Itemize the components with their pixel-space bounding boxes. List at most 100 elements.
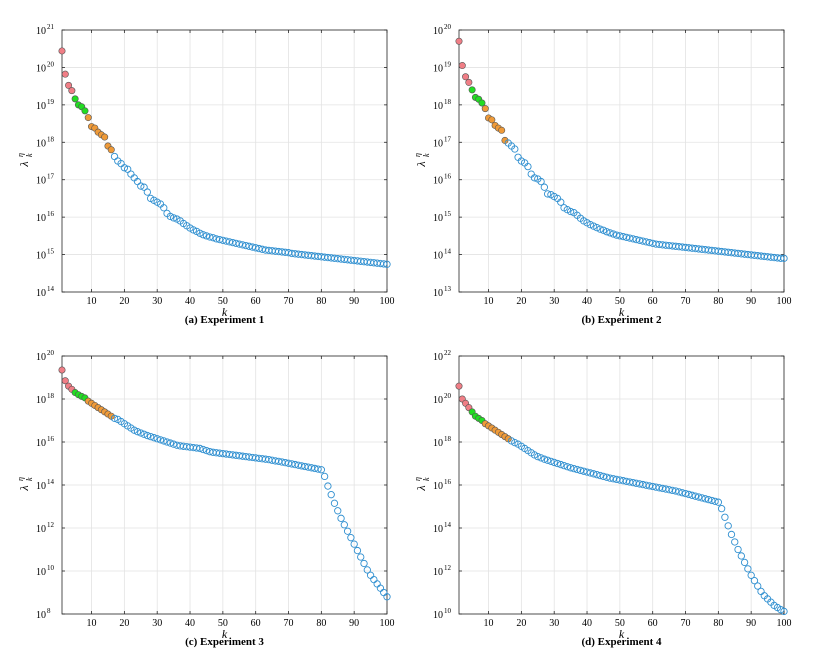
- data-point-blue: [547, 457, 555, 465]
- data-point-blue: [380, 260, 388, 268]
- panel-caption: (a) Experiment 1: [185, 314, 264, 326]
- y-tick-label: 10: [433, 288, 443, 299]
- x-tick-label: 40: [185, 296, 195, 307]
- data-series: [58, 47, 391, 268]
- data-point-blue: [599, 472, 608, 481]
- data-point-blue: [229, 238, 237, 247]
- data-point-blue: [530, 174, 539, 182]
- x-tick-label: 40: [582, 296, 592, 307]
- y-tick-label: 10: [36, 395, 46, 406]
- data-point-blue: [314, 465, 322, 473]
- data-point-blue: [166, 212, 174, 221]
- x-tick-label: 10: [484, 296, 494, 307]
- y-tick-label: 10: [36, 176, 46, 187]
- data-point-blue: [563, 463, 571, 471]
- data-point-blue: [343, 527, 352, 535]
- x-tick-label: 80: [316, 618, 326, 629]
- data-point-blue: [635, 236, 644, 244]
- y-tick-label: 10: [36, 288, 46, 299]
- data-point-blue: [363, 566, 371, 574]
- data-point-orange: [84, 114, 92, 122]
- data-point-blue: [543, 190, 552, 198]
- y-tick-label-exponent: 20: [47, 349, 55, 357]
- data-point-blue: [632, 235, 640, 244]
- data-point-blue: [130, 426, 138, 434]
- data-point-blue: [714, 498, 722, 506]
- y-tick-label: 10: [36, 438, 46, 449]
- data-point-blue: [222, 237, 230, 245]
- x-tick-label: 50: [218, 296, 228, 307]
- data-point-blue: [688, 491, 696, 499]
- y-tick-label: 10: [433, 213, 443, 224]
- y-tick-label-exponent: 8: [47, 607, 51, 615]
- x-tick-label: 100: [777, 296, 792, 307]
- data-point-blue: [583, 468, 591, 476]
- data-point-blue: [560, 461, 568, 470]
- y-axis-label: λη k: [413, 477, 431, 492]
- y-tick-label: 10: [36, 610, 46, 621]
- axes-box: [458, 29, 785, 293]
- y-tick-label-exponent: 13: [444, 285, 452, 293]
- y-axis-label-superscript: η: [413, 477, 422, 481]
- x-axis-label: k: [222, 627, 228, 641]
- data-point-blue: [160, 204, 168, 212]
- data-point-blue: [199, 445, 207, 454]
- data-point-blue: [734, 545, 742, 554]
- data-point-blue: [360, 559, 368, 568]
- x-tick-label: 70: [284, 618, 294, 629]
- data-point-blue: [701, 495, 709, 503]
- data-point-blue: [206, 233, 214, 241]
- data-point-blue: [196, 229, 204, 237]
- data-point-red: [61, 377, 69, 385]
- y-tick-label: 10: [36, 251, 46, 262]
- x-tick-label: 50: [218, 618, 228, 629]
- data-point-blue: [626, 234, 634, 242]
- data-point-blue: [511, 438, 519, 447]
- y-tick-label-exponent: 22: [444, 349, 452, 357]
- y-tick-label: 10: [433, 481, 443, 492]
- data-point-blue: [717, 504, 726, 513]
- x-tick-label: 90: [746, 618, 756, 629]
- data-point-green: [81, 107, 89, 115]
- data-point-blue: [573, 465, 581, 474]
- data-point-blue: [593, 471, 601, 479]
- data-point-blue: [327, 491, 335, 499]
- data-point-blue: [586, 469, 594, 477]
- plot-area: [459, 30, 784, 292]
- data-point-green: [468, 86, 476, 94]
- y-tick-label-exponent: 18: [444, 98, 452, 106]
- x-tick-label: 40: [582, 618, 592, 629]
- data-point-blue: [586, 220, 594, 229]
- data-point-green: [478, 99, 486, 107]
- y-tick-label-exponent: 16: [47, 435, 55, 443]
- data-point-blue: [609, 230, 617, 238]
- y-axis-label-subscript: k: [25, 477, 34, 481]
- x-tick-label: 80: [713, 296, 723, 307]
- axes-box: [61, 29, 388, 293]
- data-point-blue: [704, 495, 713, 504]
- data-point-blue: [169, 440, 178, 448]
- data-point-blue: [622, 233, 631, 242]
- data-point-blue: [196, 444, 204, 453]
- x-tick-label: 50: [615, 618, 625, 629]
- data-point-blue: [124, 165, 132, 173]
- data-point-blue: [153, 435, 161, 443]
- data-point-red: [58, 366, 66, 374]
- data-point-blue: [685, 490, 693, 499]
- x-tick-label: 20: [119, 296, 129, 307]
- data-point-blue: [209, 234, 217, 242]
- data-point-blue: [566, 464, 575, 472]
- data-point-blue: [110, 414, 119, 422]
- y-tick-label-exponent: 14: [47, 285, 55, 293]
- data-point-blue: [543, 456, 552, 464]
- y-tick-label-exponent: 10: [444, 607, 452, 615]
- y-tick-label: 10: [433, 63, 443, 74]
- data-point-blue: [744, 565, 752, 573]
- data-point-red: [465, 78, 473, 86]
- data-point-blue: [603, 473, 611, 481]
- x-tick-label: 100: [380, 296, 395, 307]
- data-point-blue: [750, 577, 759, 585]
- data-point-blue: [232, 239, 240, 247]
- data-point-blue: [140, 183, 148, 191]
